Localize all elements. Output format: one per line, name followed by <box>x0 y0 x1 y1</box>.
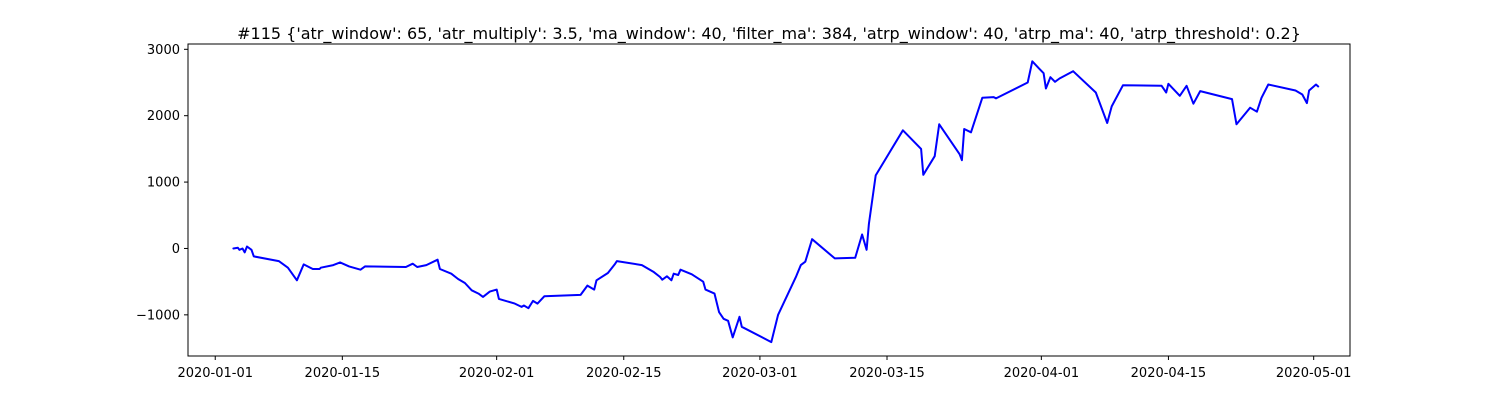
y-axis: 3000 2000 1000 0 −1000 <box>136 43 188 323</box>
y-tick-label: 0 <box>172 242 180 257</box>
x-tick-label: 2020-01-15 <box>305 366 381 381</box>
x-tick-label: 2020-03-15 <box>849 366 925 381</box>
y-tick-label: 3000 <box>147 43 180 58</box>
x-tick-label: 2020-05-01 <box>1276 366 1352 381</box>
x-tick-label: 2020-03-01 <box>722 366 798 381</box>
y-tick-label: 1000 <box>147 176 180 191</box>
x-tick-label: 2020-04-15 <box>1131 366 1207 381</box>
x-tick-label: 2020-02-15 <box>586 366 662 381</box>
x-tick-label: 2020-01-01 <box>177 366 253 381</box>
x-axis: 2020-01-01 2020-01-15 2020-02-01 2020-02-15… <box>177 356 1351 381</box>
y-tick-label: −1000 <box>136 308 180 323</box>
chart-title: #115 {'atr_window': 65, 'atr_multiply': … <box>237 24 1301 44</box>
plot-frame <box>187 43 1351 357</box>
y-tick-label: 2000 <box>147 109 180 124</box>
x-tick-label: 2020-02-01 <box>459 366 535 381</box>
series-line <box>232 60 1320 344</box>
x-tick-label: 2020-04-01 <box>1004 366 1080 381</box>
